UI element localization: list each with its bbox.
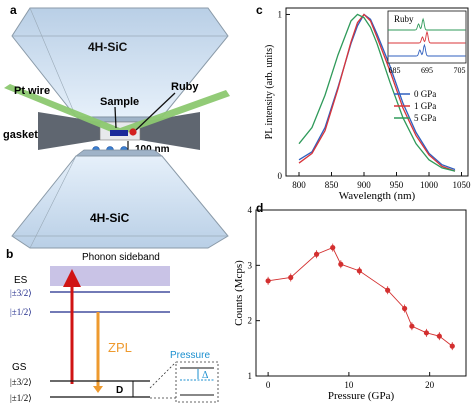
es-level-label-1: |±1/2⟩	[10, 307, 32, 317]
chart-d-ylabel: Counts (Mcps)	[233, 260, 245, 326]
pressure-label: Pressure	[170, 350, 210, 361]
counts-point	[423, 330, 430, 336]
delta-label: Δ	[202, 370, 209, 381]
legend-label-0: 0 GPa	[414, 89, 436, 99]
chart-d-xtick-label: 20	[425, 380, 435, 390]
counts-point	[265, 278, 271, 284]
chart-d-ytick-label: 2	[248, 316, 253, 326]
chart-c-xlabel: Wavelength (nm)	[339, 190, 416, 202]
chart-c-xtick-label: 850	[325, 180, 339, 190]
phonon-band	[50, 266, 170, 286]
chart-c-ytick-label: 0	[278, 171, 283, 181]
chart-d-frame	[255, 209, 467, 377]
panel-a-letter: a	[10, 3, 17, 17]
sample-block	[110, 130, 128, 136]
zpl-label: ZPL	[108, 340, 132, 355]
chart-c-frame	[285, 7, 469, 177]
pt-wire-label: Pt wire	[14, 85, 50, 97]
gs-level-label-1: |±1/2⟩	[10, 393, 32, 403]
es-level-label-0: |±3/2⟩	[10, 288, 32, 298]
inset-xtick-label: 695	[421, 66, 433, 75]
counts-point	[356, 268, 362, 274]
bottom-anvil-label: 4H-SiC	[90, 211, 130, 225]
chart-d-ytick-label: 4	[248, 205, 253, 215]
chart-c-xtick-label: 900	[357, 180, 371, 190]
chart-d-xtick-label: 10	[344, 380, 354, 390]
counts-point	[338, 261, 344, 267]
sample-label: Sample	[100, 96, 139, 108]
panel-c: c 800 850 900 950 1000 1050 0 1 Wavelength (nm)…	[256, 3, 471, 202]
chart-d-ytick-label: 1	[248, 371, 253, 381]
gs-label: GS	[12, 362, 27, 373]
counts-point	[436, 333, 442, 339]
panel-d-letter: d	[256, 201, 263, 215]
bottom-anvil	[11, 149, 229, 249]
counts-point	[385, 287, 391, 293]
chart-c-ylabel: PL intensity (arb. units)	[264, 45, 275, 140]
chart-d-xlabel: Pressure (GPa)	[328, 390, 395, 402]
inset-frame	[387, 10, 467, 64]
counts-point	[449, 343, 455, 349]
panel-d: d 0 10 20 1 2 3 4 Pressure (GPa) Counts (Mcps)	[233, 201, 467, 402]
inset-line-1	[388, 30, 466, 44]
inset-line-2	[388, 17, 466, 31]
spectrum-line-1	[298, 13, 456, 172]
chart-c-ytick-label: 1	[278, 9, 283, 19]
d-label: D	[116, 385, 123, 396]
counts-point	[409, 323, 415, 329]
inset-xtick-label: 685	[389, 66, 401, 75]
chart-d-xtick-label: 0	[266, 380, 271, 390]
chart-c-xtick-label: 800	[292, 180, 306, 190]
ruby-dot	[129, 128, 137, 136]
chart-d-ytick-label: 3	[248, 260, 253, 270]
inset-line-0	[388, 43, 466, 57]
chart-c-xtick-label: 1000	[420, 180, 439, 190]
chart-c-legend: 0 GPa 1 GPa 5 GPa	[394, 89, 436, 123]
legend-label-2: 5 GPa	[414, 113, 436, 123]
panel-b-letter: b	[6, 247, 13, 261]
panel-b: b Phonon sideband ES |±3/2⟩ |±1/2⟩ ZPL G…	[6, 247, 219, 403]
counts-point	[288, 274, 294, 281]
zpl-arrowhead	[93, 386, 103, 393]
inset-title: Ruby	[394, 14, 414, 24]
distance-label: 100 nm	[135, 144, 170, 155]
top-anvil-label: 4H-SiC	[88, 40, 128, 54]
ruby-label: Ruby	[171, 81, 199, 93]
panel-a: a 4H-SiC gasket Pt wire Sample Ruby	[3, 3, 230, 249]
chart-c-xtick-label: 1050	[453, 180, 472, 190]
counts-point	[313, 251, 320, 257]
legend-label-1: 1 GPa	[414, 101, 436, 111]
gs-level-label-0: |±3/2⟩	[10, 377, 32, 387]
gasket-label: gasket	[3, 129, 38, 141]
pt-wire	[4, 84, 230, 134]
counts-point	[330, 245, 336, 251]
panel-c-letter: c	[256, 3, 263, 17]
counts-point	[402, 305, 408, 312]
spectrum-line-0	[298, 13, 456, 171]
inset-xtick-label: 705	[454, 66, 466, 75]
chart-c-xtick-label: 950	[390, 180, 404, 190]
spectrum-line-2	[298, 13, 456, 172]
pressure-box	[175, 361, 219, 403]
es-label: ES	[14, 275, 28, 286]
phonon-label: Phonon sideband	[82, 252, 160, 263]
